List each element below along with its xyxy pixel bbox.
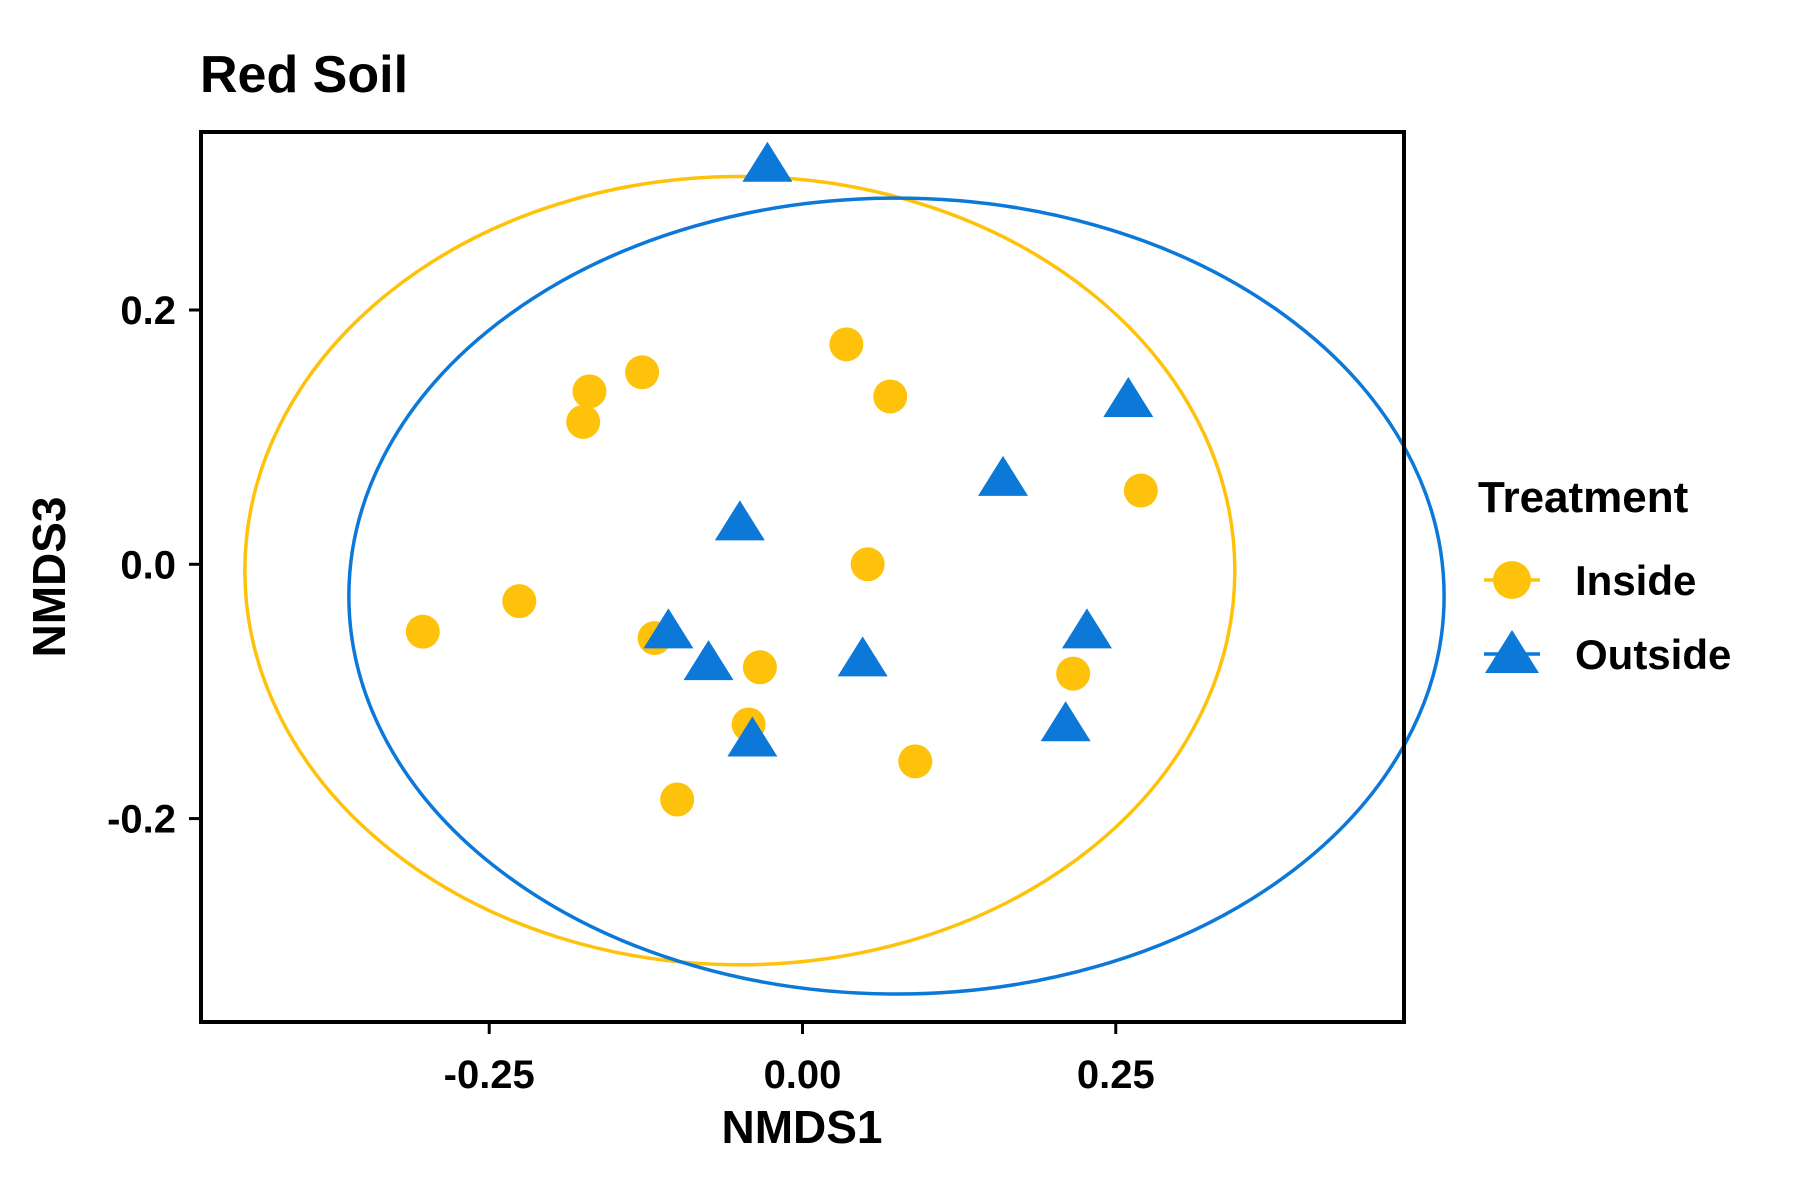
x-axis-title: NMDS1 [721, 1101, 882, 1153]
point-outside [978, 455, 1028, 496]
point-inside [742, 650, 777, 685]
point-inside [1123, 473, 1158, 508]
legend-key-outside [1485, 630, 1539, 673]
x-tick-label: -0.25 [444, 1053, 535, 1097]
point-inside [898, 744, 933, 779]
y-tick-label: 0.2 [120, 289, 176, 333]
axes: -0.25 0.00 0.25 -0.2 0.0 0.2 [107, 289, 1155, 1097]
y-tick-label: 0.0 [120, 543, 176, 587]
point-outside [742, 141, 793, 182]
point-inside [405, 614, 440, 649]
legend-label-outside: Outside [1575, 631, 1731, 678]
legend-key-inside [1493, 561, 1531, 599]
point-inside [829, 327, 864, 362]
point-outside [1061, 608, 1112, 649]
point-inside [566, 404, 601, 439]
point-outside [643, 608, 694, 649]
plot-frame [199, 130, 1406, 1024]
point-inside [873, 379, 908, 414]
legend-title: Treatment [1478, 473, 1689, 522]
x-tick-label: 0.25 [1077, 1053, 1155, 1097]
point-outside [714, 500, 765, 541]
point-outside [837, 636, 888, 677]
point-outside [1040, 701, 1091, 742]
point-inside [502, 584, 537, 619]
chart-title: Red Soil [200, 46, 408, 104]
point-outside [1103, 377, 1154, 417]
point-inside [850, 547, 885, 582]
point-inside [1056, 656, 1091, 691]
x-tick-label: 0.00 [764, 1053, 842, 1097]
point-outside [727, 716, 778, 757]
y-axis-title: NMDS3 [23, 496, 75, 657]
point-inside [572, 374, 607, 409]
point-inside [660, 782, 695, 817]
point-inside [625, 355, 660, 390]
point-outside [683, 640, 734, 681]
legend: Treatment Inside Outside [1478, 473, 1731, 678]
ellipse-inside [243, 174, 1237, 967]
y-tick-label: -0.2 [107, 798, 176, 842]
legend-label-inside: Inside [1575, 557, 1696, 604]
plot-area [243, 141, 1446, 996]
ellipse-outside [347, 196, 1446, 996]
